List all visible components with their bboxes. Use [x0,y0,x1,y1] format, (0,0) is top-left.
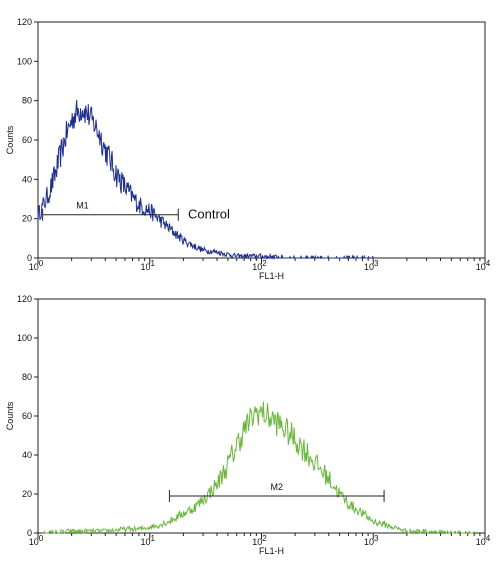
y-tick-label: 20 [22,214,32,224]
histogram-trace [42,401,475,535]
y-axis-title: Counts [5,125,15,154]
y-tick-label: 60 [22,411,32,421]
x-tick-label: 104 [476,259,491,272]
y-tick-label: 40 [22,450,32,460]
chart-panel-1: 0 20 40 60 80 100 120 100 101 102 103 104 FL1-H Count… [5,17,491,281]
x-tick-label: 102 [252,259,267,272]
y-tick-label: 20 [22,489,32,499]
x-axis-title: FL1-H [259,271,284,281]
x-tick-label: 104 [476,534,491,547]
x-tick-label: 100 [29,259,44,272]
y-tick-label: 100 [17,56,32,66]
chart-panel-2: 0 20 40 60 80 100 120 100 101 102 103 104 FL1-H Count… [5,294,491,556]
x-axis-title: FL1-H [259,546,284,556]
marker-label: M2 [270,482,283,492]
marker-label: M1 [76,201,89,211]
x-tick-label: 103 [364,259,379,272]
y-axis-title: Counts [5,401,15,430]
control-annotation: Control [188,207,230,222]
plot-frame [37,298,486,534]
y-tick-label: 80 [22,96,32,106]
y-tick-label: 60 [22,135,32,145]
y-tick-label: 100 [17,333,32,343]
y-tick-label: 120 [17,294,32,304]
plot-frame [37,21,486,259]
y-tick-label: 0 [27,253,32,263]
x-tick-label: 102 [252,534,267,547]
x-tick-label: 101 [141,259,156,272]
x-tick-label: 101 [141,534,156,547]
y-tick-label: 0 [27,528,32,538]
x-tick-label: 100 [29,534,44,547]
y-tick-label: 80 [22,372,32,382]
y-tick-label: 40 [22,174,32,184]
x-tick-label: 103 [364,534,379,547]
y-tick-label: 120 [17,17,32,27]
histogram-trace [37,99,374,260]
